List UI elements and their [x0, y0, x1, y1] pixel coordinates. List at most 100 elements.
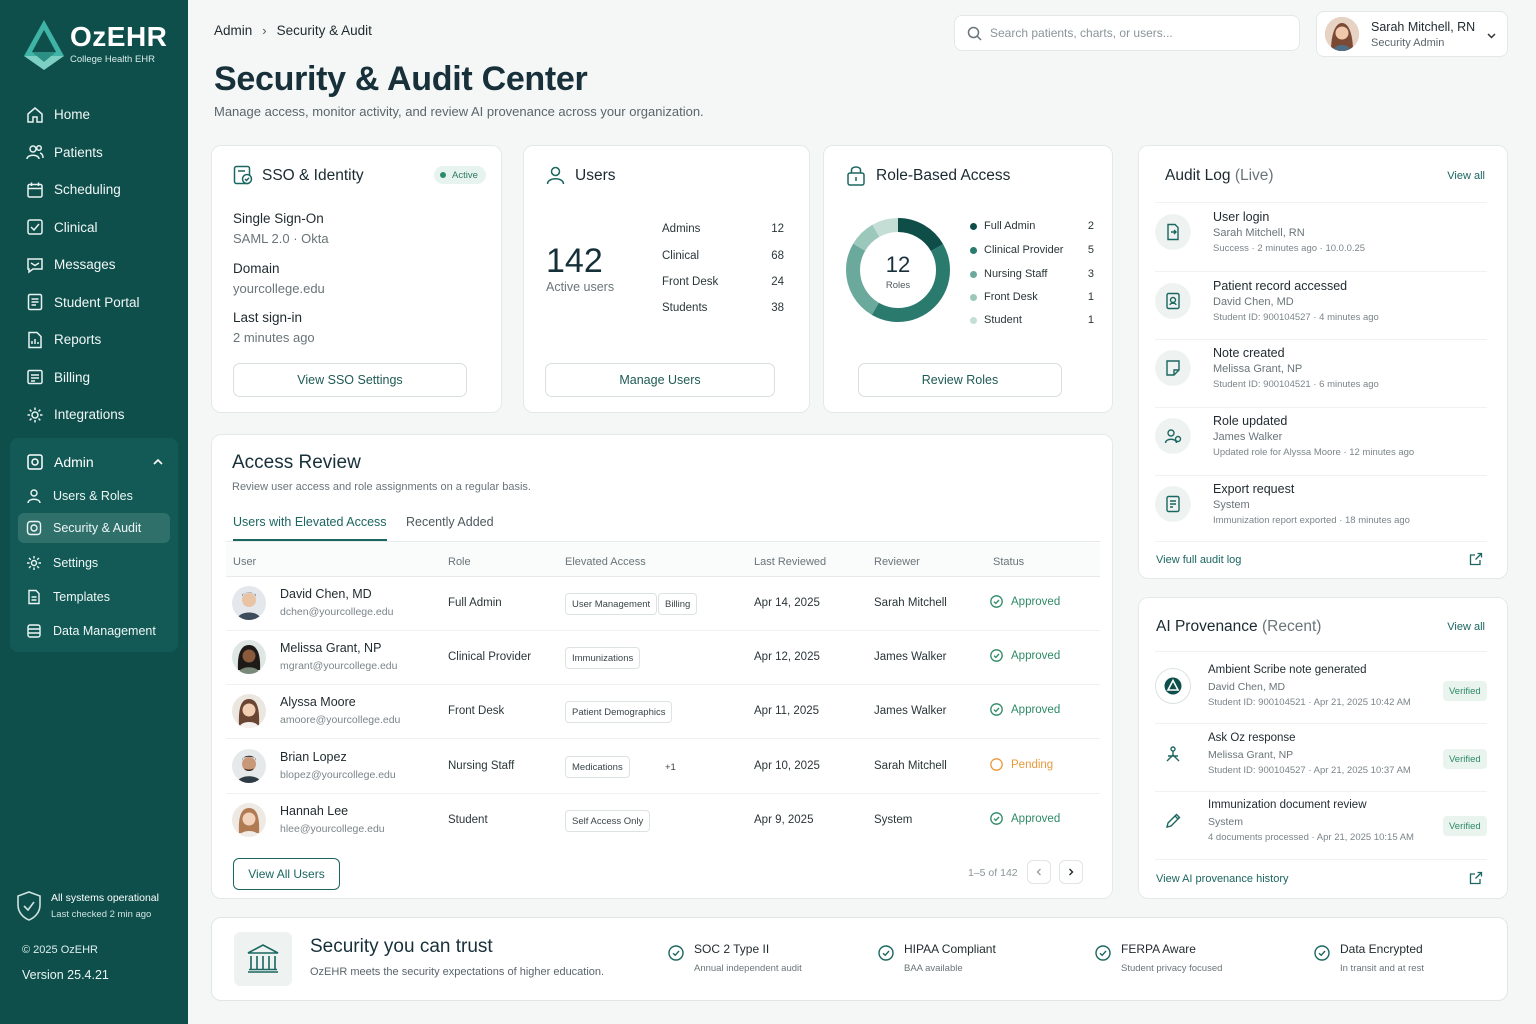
nav-label: Messages [54, 257, 116, 273]
role-cell: Clinical Provider [448, 651, 532, 663]
access-chip: Self Access Only [565, 810, 651, 832]
audit-item[interactable]: Note created Melissa Grant, NP Student I… [1155, 346, 1487, 414]
nav-item-security-audit[interactable]: Security & Audit [18, 513, 170, 543]
nav-item-student-portal[interactable]: Student Portal [18, 284, 170, 322]
external-link-icon[interactable] [1469, 552, 1483, 566]
audit-item-meta: Updated role for Alyssa Moore · 12 minut… [1213, 447, 1415, 458]
table-row[interactable]: Hannah Lee hlee@yourcollege.edu Student … [226, 794, 1100, 848]
user-name[interactable]: Brian Lopez [280, 750, 347, 764]
legend-label: Student [984, 314, 1022, 326]
user-name[interactable]: David Chen, MD [280, 587, 372, 601]
nav-item-admin[interactable]: Admin [18, 446, 170, 478]
review-roles-button[interactable]: Review Roles [858, 363, 1062, 397]
user-breakdown-row: Admins 12 [662, 223, 784, 235]
divider [1155, 651, 1487, 652]
nav-label: Patients [54, 144, 103, 160]
user-menu[interactable]: Sarah Mitchell, RN Security Admin [1316, 11, 1508, 57]
divider [1155, 859, 1487, 860]
audit-item[interactable]: User login Sarah Mitchell, RN Success · … [1155, 210, 1487, 278]
legend-row: Clinical Provider 5 [970, 244, 1094, 256]
audit-item-meta: Student ID: 900104527 · 4 minutes ago [1213, 312, 1379, 323]
legend-dot [970, 293, 977, 301]
view-all-users-button[interactable]: View All Users [233, 858, 340, 890]
divider [1155, 407, 1487, 408]
user-role: Security Admin [1371, 36, 1445, 49]
cert-title: FERPA Aware [1121, 942, 1196, 956]
more-access-chip[interactable]: +1 [658, 756, 683, 778]
audit-item-actor: David Chen, MD [1213, 296, 1294, 308]
user-name[interactable]: Melissa Grant, NP [280, 641, 382, 655]
avatar [232, 694, 266, 728]
nav-item-integrations[interactable]: Integrations [18, 396, 170, 434]
nav-item-settings[interactable]: Settings [18, 548, 170, 578]
verified-badge: Verified [1443, 816, 1487, 836]
table-row[interactable]: Alyssa Moore amoore@yourcollege.edu Fron… [226, 685, 1100, 739]
ai-title-text: AI Provenance [1156, 618, 1258, 635]
nav-item-messages[interactable]: Messages [18, 246, 170, 284]
next-page-button[interactable] [1059, 860, 1083, 884]
nav-item-users-roles[interactable]: Users & Roles [18, 481, 170, 511]
table-row[interactable]: Brian Lopez blopez@yourcollege.edu Nursi… [226, 740, 1100, 794]
nav-label: Reports [54, 332, 102, 348]
user-icon [27, 489, 41, 504]
table-row[interactable]: Melissa Grant, NP mgrant@yourcollege.edu… [226, 631, 1100, 685]
nav-item-scheduling[interactable]: Scheduling [18, 171, 170, 209]
copyright: © 2025 OzEHR [22, 944, 98, 956]
external-link-icon[interactable] [1469, 871, 1483, 885]
audit-item-title: Role updated [1213, 414, 1288, 428]
audit-item[interactable]: Patient record accessed David Chen, MD S… [1155, 279, 1487, 347]
user-name[interactable]: Alyssa Moore [280, 695, 356, 709]
search-box[interactable] [954, 15, 1300, 51]
audit-item[interactable]: Export request System Immunization repor… [1155, 482, 1487, 550]
logo[interactable]: OzEHR College Health EHR [22, 18, 167, 72]
ai-item[interactable]: Ask Oz response Melissa Grant, NP Studen… [1155, 732, 1487, 800]
cert-ferpa: FERPA Aware Student privacy focused [1095, 942, 1222, 974]
status-approved: Approved [990, 703, 1060, 716]
nav-item-home[interactable]: Home [18, 96, 170, 134]
chevron-up-icon[interactable] [152, 456, 164, 468]
trust-title: Security you can trust [310, 936, 493, 957]
rbac-title: Role-Based Access [876, 167, 1011, 184]
legend-value: 1 [1087, 291, 1094, 303]
tab-recently-added[interactable]: Recently Added [406, 515, 494, 529]
nav-item-data-management[interactable]: Data Management [18, 616, 170, 646]
audit-view-all-link[interactable]: View all [1447, 170, 1485, 182]
view-full-audit-log-link[interactable]: View full audit log [1156, 554, 1242, 566]
nav-item-billing[interactable]: Billing [18, 359, 170, 397]
breadcrumb-admin[interactable]: Admin [214, 23, 253, 38]
ai-item-title: Ask Oz response [1208, 732, 1296, 744]
export-icon [1155, 486, 1191, 522]
reviewer-cell: System [874, 814, 913, 826]
nav-item-patients[interactable]: Patients [18, 134, 170, 172]
view-ai-provenance-link[interactable]: View AI provenance history [1156, 873, 1289, 885]
status-pending: Pending [990, 758, 1053, 771]
view-sso-settings-button[interactable]: View SSO Settings [233, 363, 467, 397]
avatar [232, 586, 266, 620]
system-status-text: All systems operational [51, 892, 159, 904]
avatar [232, 640, 266, 674]
ai-view-all-link[interactable]: View all [1447, 621, 1485, 633]
cert-title: HIPAA Compliant [904, 942, 996, 956]
admin-nav-group: Admin Users & Roles Security & Audit Set… [10, 438, 178, 652]
nav-label: Security & Audit [53, 521, 142, 535]
nav-item-templates[interactable]: Templates [18, 582, 170, 612]
nav-item-reports[interactable]: Reports [18, 321, 170, 359]
ai-item-meta: Student ID: 900104527 · Apr 21, 2025 10:… [1208, 765, 1411, 776]
search-input[interactable] [990, 26, 1290, 40]
roles-count: 12 [885, 252, 911, 277]
audit-item[interactable]: Role updated James Walker Updated role f… [1155, 414, 1487, 482]
breakdown-label: Students [662, 302, 708, 314]
nav-item-clinical[interactable]: Clinical [18, 209, 170, 247]
prev-page-button[interactable] [1027, 860, 1051, 884]
ai-item[interactable]: Immunization document review System 4 do… [1155, 799, 1487, 867]
active-users-label: Active users [546, 280, 615, 294]
status-label: Approved [1011, 595, 1061, 608]
ai-item[interactable]: Ambient Scribe note generated David Chen… [1155, 664, 1487, 732]
user-name[interactable]: Hannah Lee [280, 804, 349, 818]
manage-users-button[interactable]: Manage Users [545, 363, 775, 397]
avatar [1325, 17, 1359, 51]
ai-provenance-title: AI Provenance (Recent) [1156, 618, 1321, 636]
tab-elevated-access[interactable]: Users with Elevated Access [233, 515, 387, 541]
table-row[interactable]: David Chen, MD dchen@yourcollege.edu Ful… [226, 577, 1100, 631]
cert-title: SOC 2 Type II [694, 942, 770, 956]
